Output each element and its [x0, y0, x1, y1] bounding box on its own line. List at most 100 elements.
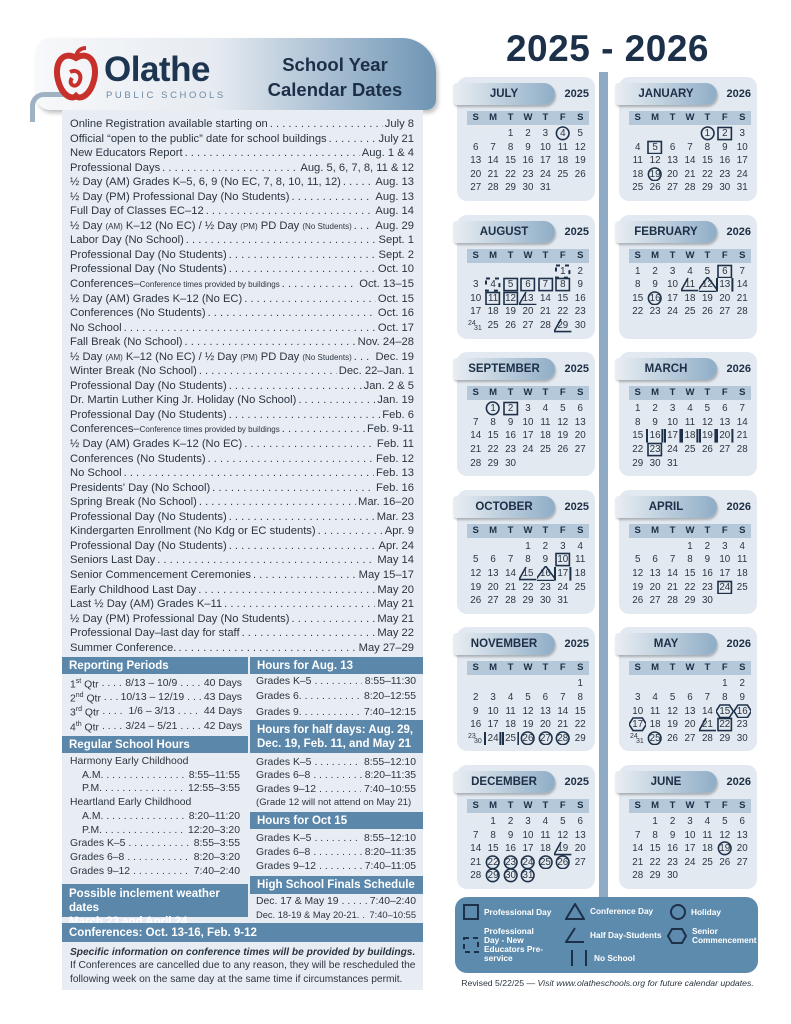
day-number: 20 [667, 168, 678, 180]
calendar-day: 11 [734, 553, 751, 567]
calendar-day: 11 [629, 154, 646, 168]
week-row: 6 7 8 9 10 11 12 [467, 141, 589, 155]
day-number: 13 [684, 705, 696, 717]
calendar-day: 2 [699, 540, 716, 554]
event-row: Professional Days Aug. 5, 6, 7, 8, 11 & 1… [62, 161, 423, 176]
calendar-day: 10 [484, 705, 501, 719]
calendar-day: 12 [502, 291, 519, 306]
event-row: Conferences (No Students) Oct. 16 [62, 306, 423, 321]
event-row: Early Childhood Last Day May 20 [62, 583, 423, 598]
event-label-part: (PM) [240, 221, 258, 231]
day-number: 30 [474, 737, 482, 745]
calendar-day: 27 [646, 594, 663, 608]
day-number: 22 [649, 856, 661, 868]
event-date: Feb. 12 [376, 452, 414, 465]
day-number: 28 [684, 182, 696, 194]
event-date: Apr. 9 [384, 525, 414, 538]
day-number: 23 [649, 306, 661, 318]
calendar-day: 11 [484, 291, 501, 306]
event-label-part: Conferences– [70, 423, 140, 436]
regular-label: A.M. [82, 769, 104, 781]
dot-leader [105, 825, 185, 836]
event-date: Sept. 2 [378, 248, 414, 261]
day-number: 2 [507, 816, 514, 827]
event-label: Seniors Last Day [70, 553, 155, 568]
legend-new-educators: Professional Day - New Educators Pre-ser… [463, 927, 551, 963]
dot-leader [305, 691, 361, 702]
day-number: 13 [736, 829, 748, 841]
event-date: Aug. 5, 6, 7, 8, 11 & 12 [300, 161, 414, 174]
day-number: 23 [736, 719, 748, 731]
month-year: 2026 [726, 500, 751, 513]
day-number: 26 [649, 182, 661, 194]
day-number: 24 [684, 856, 696, 868]
calendar-day: 1 [699, 126, 716, 141]
regular-row: Heartland Early Childhood [70, 797, 240, 808]
event-label-part: ½ Day (AM) Grades K–5, 6, 9 (No EC, 7, 8… [70, 176, 341, 189]
website-link[interactable]: www.olatheschools.org [556, 978, 646, 988]
calendar-day: 5 [716, 815, 733, 829]
week-row: 14 15 16 17 18 19 20 [629, 841, 751, 856]
calendar-day: 3 [519, 402, 536, 416]
day-number: 3 [525, 816, 531, 827]
week-row: 28 29 30 [467, 457, 589, 471]
calendar-day [734, 457, 751, 471]
week-row: 5 6 7 8 9 10 11 [629, 553, 751, 567]
day-number: 17 [667, 292, 678, 304]
weekday-label: T [704, 800, 711, 811]
day-number: 18 [736, 567, 748, 579]
calendar-day: 8 [681, 553, 698, 567]
dot-leader [178, 706, 201, 718]
day-number: 15 [719, 705, 731, 717]
day-number: 17 [522, 843, 534, 855]
calendar-day: 29 [681, 594, 698, 608]
weekday-label: T [507, 249, 514, 261]
day-number: 1 [577, 678, 583, 690]
halfday-hours-header: Hours for half days: Aug. 29, Dec. 19, F… [250, 720, 423, 753]
day-number: 22 [632, 443, 644, 455]
calendar-day: 3 [519, 815, 536, 829]
calendar-day: 9 [572, 278, 589, 292]
aug13-row: Grades 9. 7:40–12:15 [256, 707, 416, 718]
calendar-day: 30 [502, 457, 519, 471]
calendar-day: 30 [699, 594, 716, 608]
calendar-day: 27 [572, 443, 589, 457]
calendar-day: 20 [467, 168, 484, 182]
calendar-day: 12 [554, 416, 571, 430]
day-number: 5 [722, 816, 728, 827]
day-number: 19 [522, 719, 534, 731]
day-number: 16 [470, 719, 482, 731]
weekday-label: F [559, 800, 566, 811]
day-number: 17 [684, 843, 696, 855]
day-number: 20 [574, 430, 586, 442]
day-number: 27 [684, 732, 696, 744]
calendar-day: 23 [699, 581, 716, 595]
month-year: 2026 [726, 225, 751, 238]
weekday-label: S [739, 249, 746, 261]
event-date: Dec. 22–Jan. 1 [338, 365, 414, 378]
day-number: 17 [557, 567, 569, 579]
aug13-hours-header: Hours for Aug. 13 [250, 657, 423, 674]
calendar-day: 28 [734, 443, 751, 457]
weekday-label: F [559, 249, 566, 261]
calendar-day: 2 [734, 677, 751, 691]
week-row: 21 22 23 24 25 26 27 [629, 856, 751, 870]
regular-time: 12:20–3:20 [187, 824, 240, 836]
calendar-day [537, 869, 554, 883]
day-number: 30 [574, 319, 586, 331]
calendar-day [537, 457, 554, 471]
month-year: 2025 [564, 638, 589, 651]
day-number: 14 [736, 416, 748, 428]
event-date: Feb. 6 [382, 408, 414, 421]
weekday-label: T [542, 662, 549, 674]
event-date: Aug. 14 [375, 205, 414, 218]
day-number: 1 [634, 265, 641, 277]
calendar-day: 24 [519, 854, 536, 870]
title-line-1: School Year [282, 54, 388, 75]
weekday-label: F [721, 524, 728, 536]
dot-leader [185, 335, 356, 350]
day-number: 28 [701, 732, 713, 744]
calendar-day: 1 [572, 677, 589, 691]
